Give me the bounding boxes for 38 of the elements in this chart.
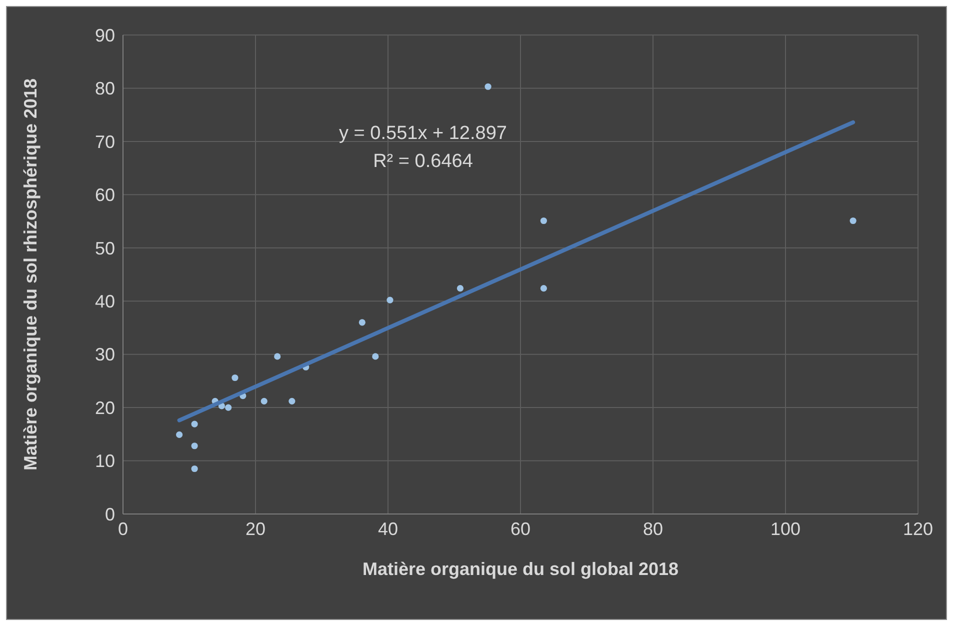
point [372,353,379,360]
x-tick-label: 120 [902,518,934,539]
y-tick-label: 0 [104,504,115,524]
point [232,374,238,382]
y-tick-label: 50 [94,238,115,258]
point [176,431,183,438]
y-tick-label: 70 [94,132,115,152]
y-axis-title: Matière organique du sol rhizosphérique 2018 [20,78,40,471]
point [260,398,268,404]
y-tick-label: 90 [94,25,115,46]
y-tick-label: 30 [94,344,115,365]
point [191,442,198,450]
point [358,319,366,326]
x-tick-label: 20 [245,518,266,539]
point [274,353,281,360]
point [540,217,547,224]
x-tick-label: 60 [510,518,531,539]
point [456,285,464,292]
point [850,217,856,224]
x-tick-label: 100 [770,518,801,539]
point [484,83,492,90]
x-tick-label: 40 [378,518,398,539]
point [288,398,296,404]
point [225,404,232,411]
x-tick-label: 0 [118,518,128,539]
x-axis-title: Matière organique du sol global 2018 [362,558,679,579]
y-tick-label: 60 [94,185,115,206]
point [386,296,394,304]
y-tick-label: 20 [94,398,115,418]
annotation: R² = 0.6464 [372,151,474,173]
point [540,285,547,292]
y-tick-label: 80 [94,78,115,99]
y-tick-label: 40 [94,292,115,312]
y-tick-label: 10 [94,451,115,472]
x-tick-label: 80 [642,518,664,539]
point [191,420,198,428]
point [191,465,198,472]
annotation: y = 0.551x + 12.897 [338,123,508,145]
